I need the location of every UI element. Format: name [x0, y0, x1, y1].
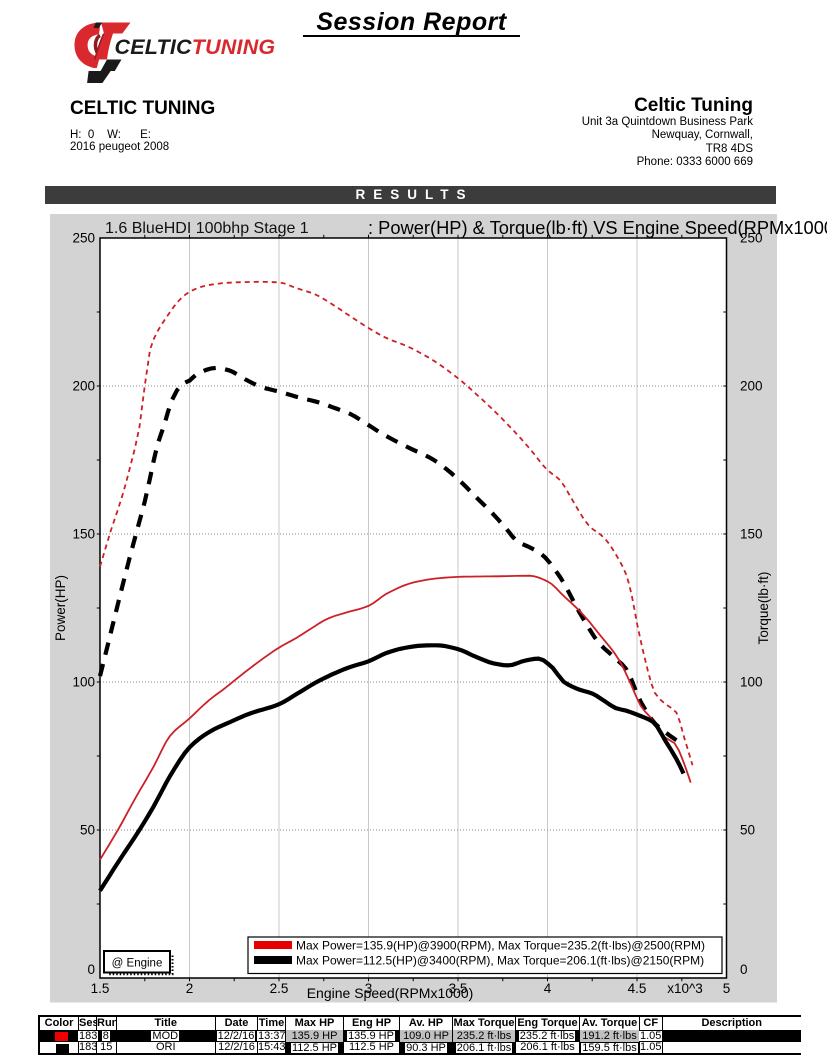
svg-text:150: 150 — [740, 527, 763, 542]
svg-text:Engine Speed(RPMx1000): Engine Speed(RPMx1000) — [307, 985, 474, 1001]
svg-text:Power(HP): Power(HP) — [53, 575, 68, 641]
svg-text:4: 4 — [544, 981, 552, 996]
svg-text:250: 250 — [72, 231, 95, 246]
svg-text:0: 0 — [87, 962, 95, 977]
svg-text:1.5: 1.5 — [91, 981, 110, 996]
svg-text:200: 200 — [72, 379, 95, 394]
svg-text:Max Power=135.9(HP)@3900(RPM),: Max Power=135.9(HP)@3900(RPM), Max Torqu… — [296, 939, 705, 953]
svg-text:Torque(lb·ft): Torque(lb·ft) — [756, 572, 771, 645]
svg-text:CELTICTUNING: CELTICTUNING — [115, 35, 276, 59]
svg-text:0: 0 — [740, 962, 748, 977]
svg-text:50: 50 — [740, 823, 755, 838]
svg-text:50: 50 — [80, 823, 95, 838]
svg-text:4.5: 4.5 — [628, 981, 647, 996]
svg-text:: Power(HP) & Torque(lb·ft) VS: : Power(HP) & Torque(lb·ft) VS Engine Sp… — [368, 217, 827, 238]
svg-text:100: 100 — [72, 675, 95, 690]
svg-text:x10^3: x10^3 — [667, 981, 703, 996]
svg-text:100: 100 — [740, 675, 763, 690]
svg-text:3.5: 3.5 — [449, 981, 468, 996]
svg-text:200: 200 — [740, 379, 763, 394]
svg-text:3: 3 — [365, 981, 373, 996]
svg-text:Max Power=112.5(HP)@3400(RPM),: Max Power=112.5(HP)@3400(RPM), Max Torqu… — [296, 954, 704, 968]
svg-text:@ Engine: @ Engine — [112, 958, 163, 970]
svg-text:250: 250 — [740, 231, 763, 246]
svg-text:2: 2 — [186, 981, 194, 996]
svg-text:2.5: 2.5 — [270, 981, 289, 996]
svg-text:150: 150 — [72, 527, 95, 542]
svg-text:1.6 BlueHDI 100bhp Stage 1: 1.6 BlueHDI 100bhp Stage 1 — [105, 220, 309, 237]
svg-text:5: 5 — [723, 981, 731, 996]
